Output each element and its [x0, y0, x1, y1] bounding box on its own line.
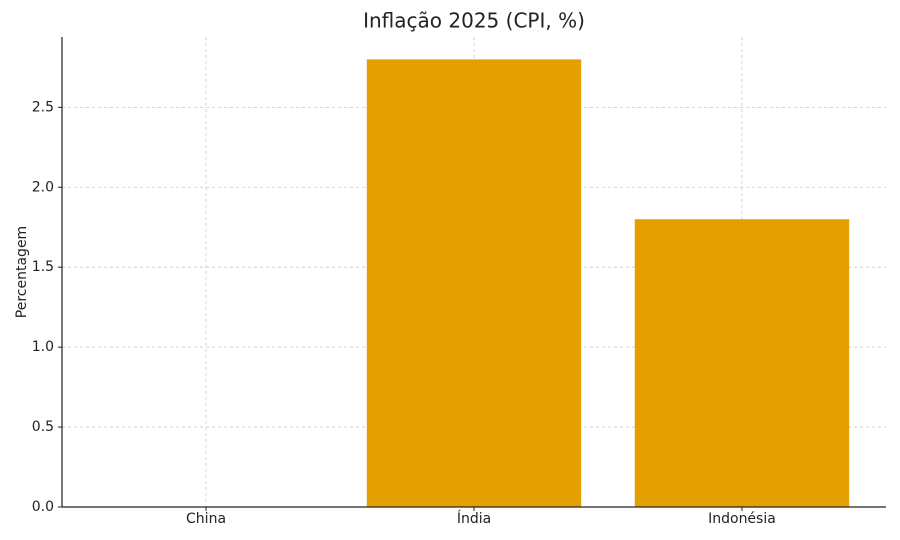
y-axis-label: Percentagem: [14, 226, 30, 318]
bar: [634, 219, 850, 507]
x-tick-label: Índia: [457, 510, 491, 527]
x-tick-label: China: [186, 511, 226, 527]
y-tick-label: 0.0: [32, 499, 54, 515]
bar: [366, 59, 582, 507]
x-tick-label: Indonésia: [708, 511, 776, 527]
chart-title: Inflação 2025 (CPI, %): [363, 9, 585, 33]
y-tick-label: 1.5: [32, 259, 54, 275]
y-tick-label: 2.0: [32, 179, 54, 195]
y-tick-label: 0.5: [32, 419, 54, 435]
y-tick-label: 2.5: [32, 99, 54, 115]
y-tick-label: 1.0: [32, 339, 54, 355]
